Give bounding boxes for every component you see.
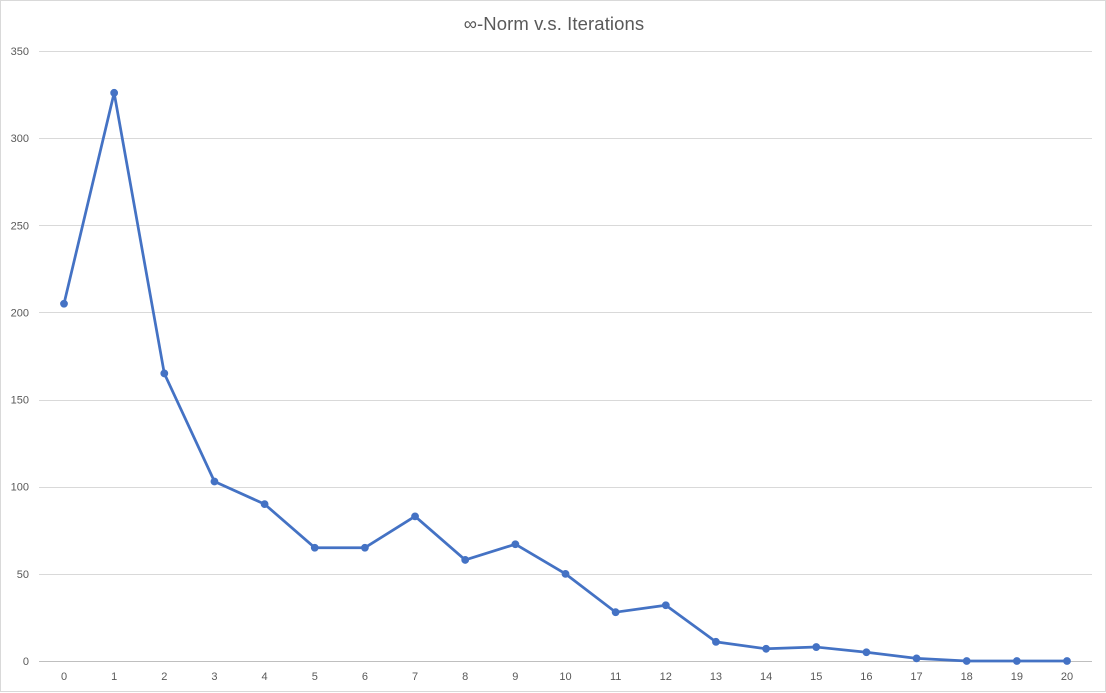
x-tick-label: 4 [262,671,268,683]
x-tick-label: 6 [362,671,368,683]
x-tick-labels: 0 1 2 3 4 5 6 7 8 9 10 11 12 13 14 15 16 17 18 19 20 [61,671,1073,683]
data-point [1063,657,1071,665]
y-tick-label: 150 [11,395,29,407]
data-point [160,369,169,378]
x-tick-label: 1 [111,671,117,683]
x-tick-label: 8 [462,671,468,683]
y-tick-label: 200 [11,307,29,319]
x-tick-label: 11 [610,671,621,683]
data-point [110,88,119,97]
data-point [561,569,570,578]
data-point [461,556,470,564]
data-point [361,543,369,552]
data-point [762,644,770,653]
data-point [60,299,68,308]
data-point [310,543,319,552]
data-point [411,512,419,521]
y-tick-label: 300 [11,133,29,145]
data-point [260,500,269,509]
data-point [812,643,821,651]
y-tick-labels: 0 50 100 150 200 250 300 350 [11,46,29,668]
data-point [611,608,620,617]
x-tick-label: 14 [760,671,772,683]
x-tick-label: 16 [860,671,872,683]
x-tick-label: 20 [1061,671,1073,683]
x-tick-label: 17 [910,671,922,683]
x-tick-label: 0 [61,671,67,683]
x-tick-label: 5 [312,671,318,683]
x-tick-label: 3 [211,671,217,683]
data-point [661,601,670,610]
y-tick-label: 100 [11,482,29,494]
gridlines [39,51,1092,575]
y-tick-label: 50 [17,569,29,581]
y-tick-label: 350 [11,46,29,58]
x-tick-label: 13 [710,671,722,683]
y-tick-label: 250 [11,220,29,232]
x-tick-label: 12 [660,671,672,683]
x-tick-label: 9 [512,671,518,683]
y-tick-label: 0 [23,656,29,668]
x-tick-label: 19 [1011,671,1023,683]
chart-title: ∞-Norm v.s. Iterations [463,13,645,34]
x-tick-label: 2 [161,671,167,683]
x-tick-label: 15 [810,671,822,683]
series-layer [60,88,1071,665]
x-tick-label: 18 [961,671,973,683]
x-tick-label: 10 [559,671,571,683]
data-point [210,477,219,486]
data-point [511,540,520,549]
data-point [712,637,720,646]
data-point [862,648,871,657]
data-point [1012,657,1021,665]
x-tick-label: 7 [412,671,418,683]
data-point [962,657,971,665]
data-point [912,654,921,663]
